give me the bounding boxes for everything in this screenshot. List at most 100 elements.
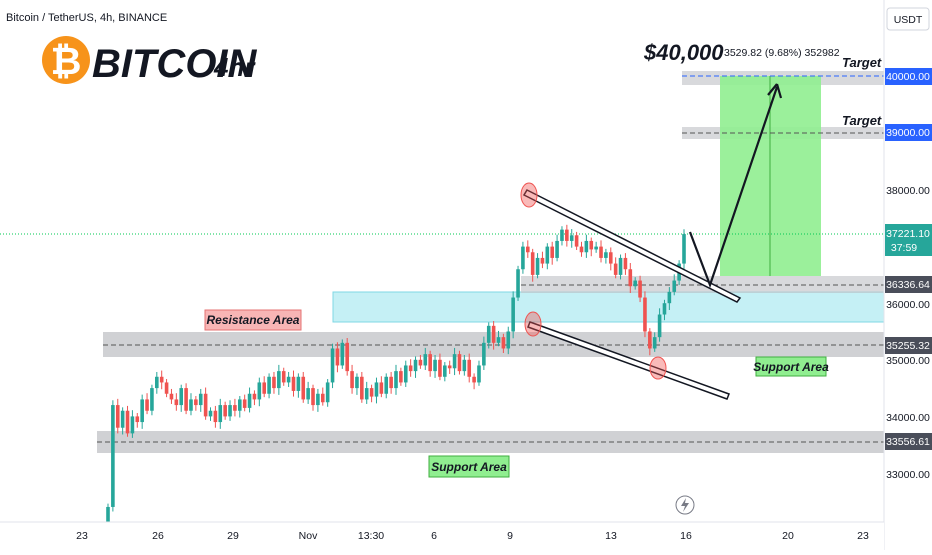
price-tag-resistance — [885, 337, 932, 354]
candle-body — [535, 257, 540, 275]
resistance-label-box — [204, 309, 302, 331]
candle-body — [301, 376, 306, 400]
time-axis[interactable] — [0, 522, 884, 550]
candle-body — [286, 376, 291, 383]
time-label: 26 — [152, 530, 164, 542]
time-label: 23 — [857, 530, 869, 542]
candle-body — [486, 325, 491, 343]
currency-button[interactable] — [886, 7, 930, 31]
candle-body — [467, 359, 472, 377]
candle-body — [125, 410, 130, 434]
price-target-label: $40,000 — [643, 40, 724, 65]
lightning-icon[interactable] — [675, 495, 695, 515]
candle-body — [213, 410, 218, 423]
candle-body — [618, 257, 623, 275]
arrowhead-icon — [767, 83, 783, 99]
price-tag-entry-text: 36336.64 — [886, 279, 930, 291]
candle-body — [589, 240, 594, 250]
touch-circle-left — [524, 311, 542, 337]
tick-label: 35000.00 — [886, 355, 930, 367]
candle-body — [633, 280, 637, 287]
candle-body — [496, 337, 501, 343]
measure-text: 3529.82 (9.68%) 352982 — [724, 47, 840, 59]
candle-body — [482, 342, 486, 366]
candle-body — [145, 399, 149, 411]
currency-label: USDT — [894, 14, 923, 26]
candle-body — [252, 393, 257, 400]
candle-body — [525, 246, 530, 253]
candle-body — [130, 416, 135, 434]
symbol-line[interactable]: Bitcoin / TetherUS, 4h, BINANCE — [6, 12, 167, 24]
projection-arrow[interactable] — [688, 86, 779, 289]
candle-body — [608, 252, 613, 264]
candle-body — [164, 382, 169, 394]
support-area-label-right: Support Area — [753, 360, 829, 374]
candle-body — [413, 359, 418, 372]
candle-body — [457, 354, 462, 372]
candle-body — [218, 405, 223, 423]
candle-body — [311, 388, 315, 406]
tick-label: 36000.00 — [886, 299, 930, 311]
candle-body — [203, 393, 208, 417]
candle-body — [418, 359, 423, 366]
candle-body — [257, 382, 262, 400]
candle-body — [506, 331, 511, 349]
candle-body — [511, 297, 515, 332]
candle-body — [281, 371, 286, 383]
candle-body — [340, 342, 345, 366]
candle-body — [296, 376, 301, 391]
candle-body — [472, 376, 476, 383]
tick-label: 38000.00 — [886, 185, 930, 197]
resistance-zone — [332, 291, 885, 323]
candle-body — [521, 246, 525, 270]
price-tag-current — [885, 224, 932, 256]
candle-body — [169, 393, 174, 400]
candle-body — [135, 416, 140, 423]
channel-upper-line[interactable] — [522, 189, 742, 303]
candle-body — [477, 365, 481, 383]
candle-body — [540, 257, 545, 264]
candle-body — [423, 354, 428, 366]
price-tag-support — [885, 433, 932, 450]
candle-body — [320, 393, 325, 403]
candle-body — [194, 399, 198, 406]
candle-body — [569, 235, 574, 241]
candle-body — [447, 365, 452, 369]
candle-body — [111, 405, 115, 507]
time-label: 20 — [782, 530, 794, 542]
time-label: 6 — [431, 530, 437, 542]
price-axis[interactable] — [884, 0, 932, 550]
candle-body — [364, 388, 369, 400]
candle-body — [267, 376, 271, 394]
candle-body — [155, 376, 159, 389]
channel-lower-line[interactable] — [527, 321, 730, 400]
candle-body — [374, 382, 379, 397]
candle-body — [638, 280, 642, 298]
candle-body — [491, 325, 496, 343]
candle-body — [237, 399, 242, 411]
time-label: 13 — [605, 530, 617, 542]
candle-body — [330, 348, 335, 383]
candle-body — [174, 399, 179, 406]
candle-body — [189, 399, 193, 411]
price-tag-countdown: 37:59 — [891, 242, 917, 254]
candle-body — [628, 269, 633, 287]
candle-body — [198, 393, 203, 406]
candle-body — [379, 382, 384, 394]
candle-body — [389, 376, 393, 389]
candle-body — [159, 376, 164, 383]
candle-body — [652, 337, 657, 349]
candle-body — [399, 371, 403, 383]
resistance-area-label: Resistance Area — [207, 313, 300, 327]
candle-body — [350, 371, 354, 389]
candle-body — [262, 382, 267, 394]
candle-body — [233, 405, 237, 411]
candle-body — [242, 399, 247, 408]
candle-body — [106, 506, 110, 524]
candle-body — [462, 359, 467, 372]
brand-interval: 4hr — [213, 52, 256, 82]
time-label: 9 — [507, 530, 513, 542]
tick-label: 33000.00 — [886, 469, 930, 481]
